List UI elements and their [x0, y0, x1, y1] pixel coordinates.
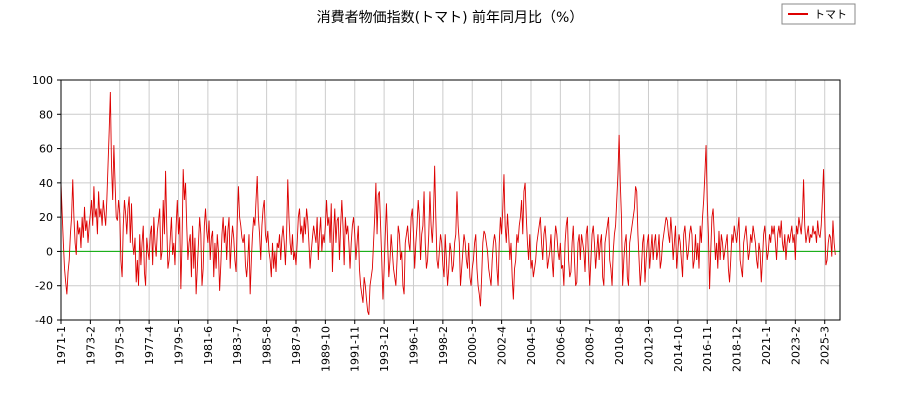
y-tick-label: -40 [35, 314, 53, 327]
x-tick-label: 1977-4 [143, 326, 156, 365]
x-tick-label: 2012-9 [642, 326, 655, 365]
x-tick-label: 2023-2 [789, 326, 802, 365]
x-tick-label: 1987-9 [290, 326, 303, 365]
x-tick-label: 1973-2 [84, 326, 97, 365]
x-tick-label: 2025-3 [819, 326, 832, 365]
x-tick-label: 2016-11 [701, 326, 714, 372]
y-tick-label: 0 [46, 245, 53, 258]
y-tick-label: 20 [39, 211, 53, 224]
x-tick-label: 2018-12 [731, 326, 744, 372]
x-tick-label: 1996-1 [407, 326, 420, 365]
x-tick-label: 2002-4 [496, 326, 509, 365]
chart-title: 消費者物価指数(トマト) 前年同月比（%） [317, 9, 584, 26]
legend-box [781, 3, 856, 25]
legend-label: トマト [814, 8, 847, 21]
x-tick-label: 2014-10 [672, 326, 685, 372]
x-tick-label: 2004-5 [525, 326, 538, 365]
plot-frame [60, 79, 841, 321]
x-tick-label: 1993-12 [378, 326, 391, 372]
y-tick-label: 80 [39, 108, 53, 121]
x-tick-label: 2006-6 [554, 326, 567, 365]
y-tick-label: -20 [35, 280, 53, 293]
x-tick-label: 2008-7 [584, 326, 597, 365]
x-tick-label: 2021-1 [760, 326, 773, 365]
x-tick-label: 1998-2 [437, 326, 450, 365]
y-tick-label: 40 [39, 177, 53, 190]
data-line [60, 91, 836, 316]
x-tick-label: 2000-3 [466, 326, 479, 365]
x-tick-label: 1975-3 [114, 326, 127, 365]
x-tick-label: 1989-10 [319, 326, 332, 372]
x-tick-label: 1983-7 [231, 326, 244, 365]
x-tick-label: 1985-8 [261, 326, 274, 365]
x-tick-label: 2010-8 [613, 326, 626, 365]
x-tick-label: 1981-6 [202, 326, 215, 365]
y-tick-label: 60 [39, 143, 53, 156]
y-tick-label: 100 [32, 74, 53, 87]
x-tick-label: 1991-11 [349, 326, 362, 372]
x-tick-label: 1979-5 [172, 326, 185, 365]
x-tick-label: 1971-1 [55, 326, 68, 365]
